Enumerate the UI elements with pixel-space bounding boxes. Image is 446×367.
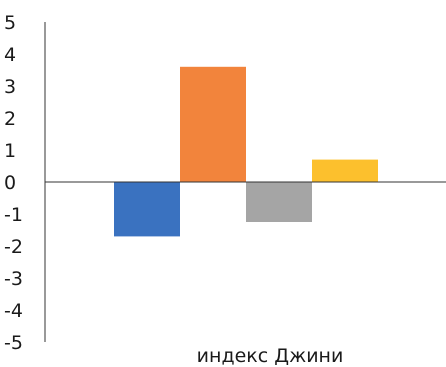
y-tick-labels: 5 4 3 2 1 0 -1 -2 -3 -4 -5 bbox=[4, 12, 23, 354]
y-tick-label: 0 bbox=[4, 172, 16, 194]
y-tick-label: -5 bbox=[4, 332, 23, 354]
bar-series-3 bbox=[246, 182, 312, 222]
y-tick-label: 3 bbox=[4, 76, 16, 98]
y-tick-label: 4 bbox=[4, 44, 16, 66]
y-tick-label: 1 bbox=[4, 140, 16, 162]
y-tick-label: -3 bbox=[4, 268, 23, 290]
y-tick-label: 2 bbox=[4, 108, 16, 130]
y-tick-label: -1 bbox=[4, 204, 23, 226]
y-tick-label: 5 bbox=[4, 12, 16, 34]
bars bbox=[114, 66, 378, 237]
bar-series-4 bbox=[312, 159, 378, 182]
y-tick-label: -4 bbox=[4, 300, 23, 322]
bar-series-2 bbox=[180, 66, 246, 182]
bar-series-1 bbox=[114, 182, 180, 237]
y-tick-label: -2 bbox=[4, 236, 23, 258]
x-axis-label: индекс Джини bbox=[197, 345, 344, 367]
